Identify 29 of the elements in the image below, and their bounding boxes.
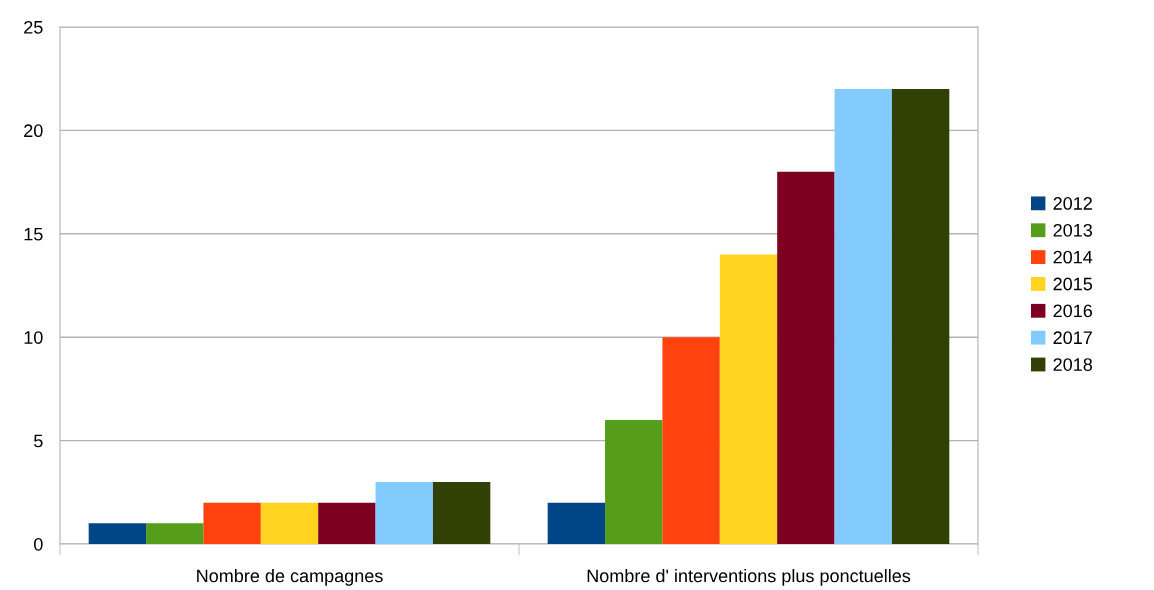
legend-label: 2013 [1053, 223, 1093, 237]
legend-label: 2016 [1053, 304, 1093, 318]
legend-label: 2018 [1053, 358, 1093, 371]
legend-label: 2017 [1053, 331, 1092, 345]
bar [777, 171, 835, 544]
y-tick-label: 10 [24, 331, 43, 344]
y-tick-label: 15 [24, 227, 43, 241]
bar [834, 89, 892, 544]
x-tick-label: Nombre d' interventions plus ponctuelles [587, 569, 911, 586]
bar [547, 502, 606, 544]
legend-label: 2015 [1053, 277, 1093, 291]
x-tick-label: Nombre de campagnes [197, 569, 383, 586]
legend-label: 2012 [1053, 197, 1092, 210]
legend-label: 2014 [1053, 250, 1093, 264]
bar [432, 481, 491, 544]
bar [605, 419, 663, 544]
bar [260, 502, 319, 544]
bar [891, 89, 950, 544]
bar [146, 523, 204, 544]
bar [88, 523, 147, 544]
y-tick-label: 25 [24, 20, 43, 34]
bar [375, 481, 433, 544]
bar [719, 254, 778, 544]
bar [203, 502, 261, 544]
y-tick-label: 20 [24, 124, 43, 138]
y-tick-label: 5 [34, 434, 43, 448]
bar [318, 502, 376, 544]
bar [662, 337, 720, 544]
y-tick-label: 0 [34, 537, 43, 551]
